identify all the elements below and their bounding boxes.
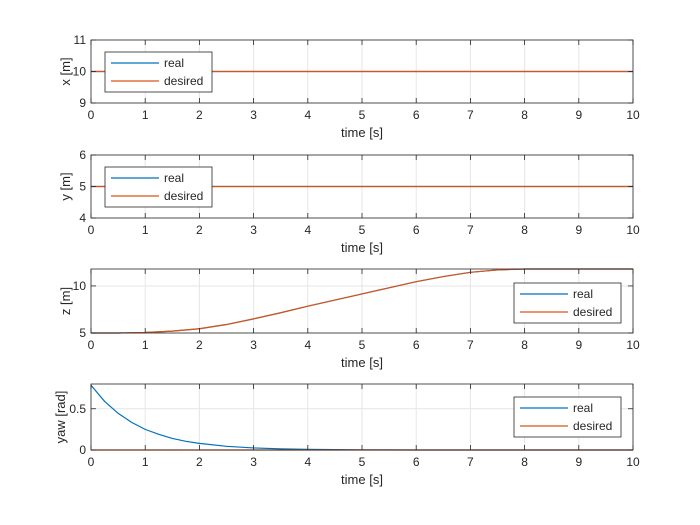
legend: real desired — [104, 51, 213, 93]
legend-label-real: real — [573, 287, 593, 301]
legend-label-desired: desired — [573, 419, 612, 433]
x-axis-label: time [s] — [341, 355, 383, 370]
x-tick-label: 0 — [88, 338, 95, 352]
x-tick-label: 10 — [626, 223, 640, 237]
legend-label-desired: desired — [164, 74, 203, 88]
legend-label-desired: desired — [164, 189, 203, 203]
x-axis-label: time [s] — [341, 240, 383, 255]
x-tick-label: 3 — [250, 223, 257, 237]
x-tick-label: 4 — [304, 338, 311, 352]
x-tick-label: 6 — [413, 338, 420, 352]
legend: real desired — [513, 282, 622, 324]
x-tick-label: 9 — [575, 223, 582, 237]
x-tick-label: 6 — [413, 108, 420, 122]
x-tick-label: 8 — [521, 108, 528, 122]
y-axis-label: z [m] — [58, 287, 73, 315]
x-tick-label: 7 — [467, 455, 474, 469]
x-axis-label: time [s] — [341, 472, 383, 487]
x-tick-label: 1 — [142, 338, 149, 352]
legend: real desired — [513, 396, 622, 438]
x-tick-label: 1 — [142, 455, 149, 469]
legend-label-real: real — [573, 401, 593, 415]
y-tick-label: 11 — [74, 33, 87, 47]
x-tick-label: 1 — [142, 223, 149, 237]
x-tick-label: 0 — [88, 223, 95, 237]
legend-box — [104, 166, 213, 208]
y-tick-label: 6 — [79, 148, 86, 162]
x-tick-label: 7 — [467, 223, 474, 237]
x-tick-label: 6 — [413, 223, 420, 237]
x-tick-label: 2 — [196, 338, 203, 352]
x-tick-label: 9 — [575, 108, 582, 122]
legend-box — [513, 282, 622, 324]
x-tick-label: 3 — [250, 108, 257, 122]
y-tick-label: 10 — [73, 65, 87, 79]
y-axis-label: y [m] — [58, 172, 73, 200]
x-tick-label: 8 — [521, 455, 528, 469]
x-tick-label: 2 — [196, 108, 203, 122]
y-tick-label: 4 — [79, 211, 86, 225]
y-axis-label: x [m] — [58, 57, 73, 85]
y-tick-label: 5 — [79, 180, 86, 194]
legend-box — [104, 51, 213, 93]
legend-label-real: real — [164, 171, 184, 185]
x-tick-label: 9 — [575, 455, 582, 469]
legend: real desired — [104, 166, 213, 208]
series-line-desired — [91, 268, 633, 334]
x-axis-label: time [s] — [341, 125, 383, 140]
legend-box — [513, 396, 622, 438]
subplot-4: 0 1 2 3 4 5 6 7 8 9 10 0 0.5 time [s] yaw [rad] real des… — [53, 383, 640, 487]
subplot-2: 0 1 2 3 4 5 6 7 8 9 10 4 5 6 time [s] y [m] real desired — [58, 148, 640, 255]
legend-label-real: real — [164, 56, 184, 70]
x-tick-label: 1 — [142, 108, 149, 122]
y-tick-label: 10 — [73, 279, 87, 293]
x-tick-label: 6 — [413, 455, 420, 469]
x-tick-label: 10 — [626, 108, 640, 122]
x-tick-label: 5 — [359, 223, 366, 237]
x-tick-label: 4 — [304, 455, 311, 469]
x-tick-label: 2 — [196, 223, 203, 237]
x-tick-label: 0 — [88, 455, 95, 469]
x-tick-label: 4 — [304, 108, 311, 122]
y-axis-label: yaw [rad] — [53, 391, 68, 444]
subplot-3: 0 1 2 3 4 5 6 7 8 9 10 5 10 time [s] z [m] real desired — [58, 268, 640, 370]
x-tick-label: 3 — [250, 338, 257, 352]
x-tick-label: 7 — [467, 108, 474, 122]
x-tick-label: 2 — [196, 455, 203, 469]
x-tick-label: 5 — [359, 455, 366, 469]
x-tick-label: 10 — [626, 338, 640, 352]
x-tick-label: 10 — [626, 455, 640, 469]
x-tick-label: 8 — [521, 338, 528, 352]
x-tick-label: 5 — [359, 338, 366, 352]
y-tick-label: 9 — [79, 96, 86, 110]
y-tick-label: 0 — [79, 443, 86, 457]
y-tick-label: 5 — [79, 326, 86, 340]
x-tick-label: 8 — [521, 223, 528, 237]
x-tick-label: 5 — [359, 108, 366, 122]
y-tick-label: 0.5 — [69, 402, 86, 416]
subplot-1: 0 1 2 3 4 5 6 7 8 9 10 9 10 11 time [s] x [m] real desire… — [58, 33, 640, 140]
x-tick-label: 3 — [250, 455, 257, 469]
x-tick-label: 9 — [575, 338, 582, 352]
x-tick-label: 4 — [304, 223, 311, 237]
x-tick-label: 0 — [88, 108, 95, 122]
x-tick-label: 7 — [467, 338, 474, 352]
legend-label-desired: desired — [573, 305, 612, 319]
